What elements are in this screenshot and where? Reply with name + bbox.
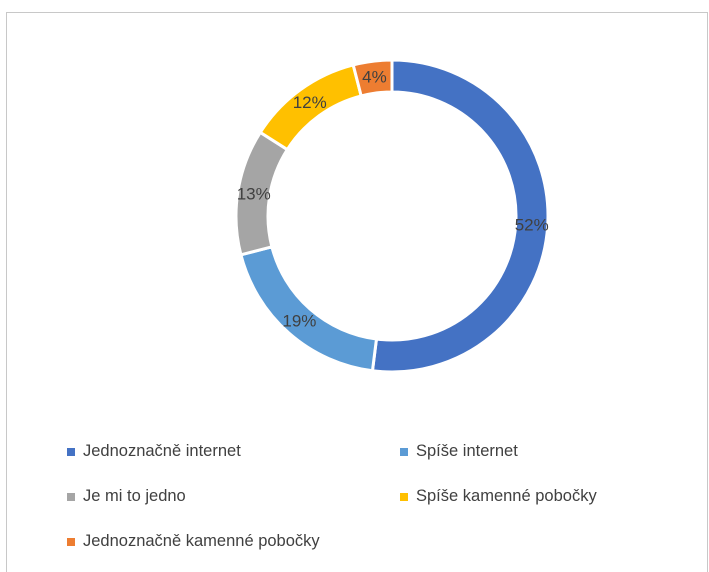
slice-data-label: 12%: [293, 93, 327, 112]
slice-data-label: 19%: [282, 312, 316, 331]
donut-slice: [239, 245, 379, 373]
slice-data-label: 4%: [362, 68, 387, 87]
slice-data-label: 13%: [237, 185, 271, 204]
slice-data-label: 52%: [515, 215, 549, 234]
chart-frame: [6, 12, 708, 572]
donut-slice: [370, 58, 550, 374]
donut-slices: [234, 58, 550, 374]
donut-labels: 52% 19% 13% 12% 4%: [237, 68, 549, 331]
donut-slice: [351, 58, 394, 98]
